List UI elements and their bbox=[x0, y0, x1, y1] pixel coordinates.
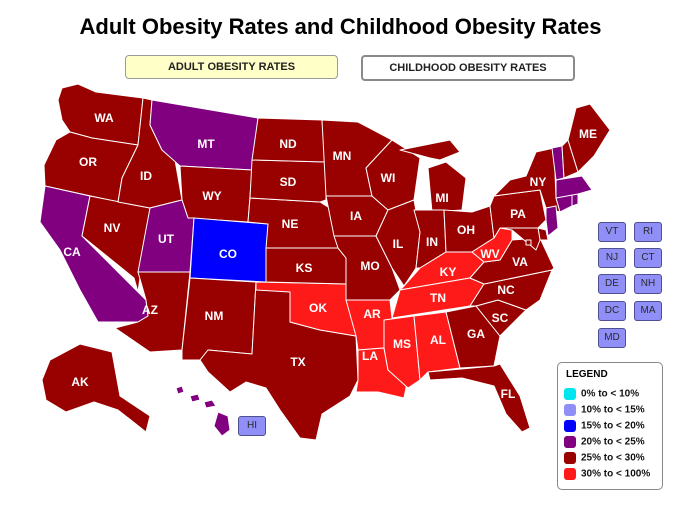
state-button-de[interactable]: DE bbox=[598, 274, 626, 294]
state-dc[interactable] bbox=[525, 239, 532, 246]
state-nj[interactable] bbox=[545, 205, 559, 237]
legend-label-1: 10% to < 15% bbox=[581, 404, 645, 416]
legend-item-5: 30% to < 100% bbox=[564, 468, 650, 482]
state-ks[interactable] bbox=[265, 247, 349, 285]
state-mi[interactable] bbox=[399, 139, 467, 213]
state-al[interactable] bbox=[413, 311, 461, 381]
state-button-ma[interactable]: MA bbox=[634, 301, 662, 321]
legend-label-5: 30% to < 100% bbox=[581, 468, 651, 480]
legend-item-1: 10% to < 15% bbox=[564, 404, 645, 418]
state-button-nj[interactable]: NJ bbox=[598, 248, 626, 268]
legend: LEGEND 0% to < 10% 10% to < 15% 15% to <… bbox=[557, 362, 663, 490]
state-wy[interactable] bbox=[179, 165, 253, 223]
legend-swatch-1 bbox=[564, 404, 576, 416]
state-me[interactable] bbox=[567, 103, 611, 173]
legend-swatch-2 bbox=[564, 420, 576, 432]
state-button-ct[interactable]: CT bbox=[634, 248, 662, 268]
legend-label-4: 25% to < 30% bbox=[581, 452, 645, 464]
legend-label-3: 20% to < 25% bbox=[581, 436, 645, 448]
state-button-vt[interactable]: VT bbox=[598, 222, 626, 242]
state-ga[interactable] bbox=[445, 305, 501, 369]
legend-item-3: 20% to < 25% bbox=[564, 436, 645, 450]
state-il[interactable] bbox=[375, 199, 421, 287]
state-ri[interactable] bbox=[571, 193, 579, 207]
state-ne[interactable] bbox=[247, 197, 339, 249]
page-title: Adult Obesity Rates and Childhood Obesit… bbox=[79, 14, 602, 39]
legend-title: LEGEND bbox=[566, 369, 608, 380]
state-ma[interactable] bbox=[555, 175, 593, 199]
legend-swatch-0 bbox=[564, 388, 576, 400]
state-hi[interactable] bbox=[175, 385, 231, 437]
legend-label-0: 0% to < 10% bbox=[581, 388, 640, 400]
legend-swatch-5 bbox=[564, 468, 576, 480]
legend-item-2: 15% to < 20% bbox=[564, 420, 645, 434]
tab-adult-obesity-rates[interactable]: ADULT OBESITY RATES bbox=[125, 55, 338, 79]
state-button-md[interactable]: MD bbox=[598, 328, 626, 348]
state-button-dc[interactable]: DC bbox=[598, 301, 626, 321]
state-sd[interactable] bbox=[249, 159, 327, 203]
state-co[interactable] bbox=[189, 217, 269, 283]
legend-swatch-3 bbox=[564, 436, 576, 448]
state-button-nh[interactable]: NH bbox=[634, 274, 662, 294]
state-ak[interactable] bbox=[41, 343, 151, 433]
legend-swatch-4 bbox=[564, 452, 576, 464]
legend-item-0: 0% to < 10% bbox=[564, 388, 639, 402]
state-nm[interactable] bbox=[181, 277, 257, 361]
tab-childhood-obesity-rates[interactable]: CHILDHOOD OBESITY RATES bbox=[361, 55, 575, 81]
state-fl[interactable] bbox=[427, 363, 531, 433]
legend-label-2: 15% to < 20% bbox=[581, 420, 645, 432]
state-button-hi[interactable]: HI bbox=[238, 416, 266, 436]
legend-item-4: 25% to < 30% bbox=[564, 452, 645, 466]
state-nd[interactable] bbox=[251, 117, 327, 163]
state-button-ri[interactable]: RI bbox=[634, 222, 662, 242]
